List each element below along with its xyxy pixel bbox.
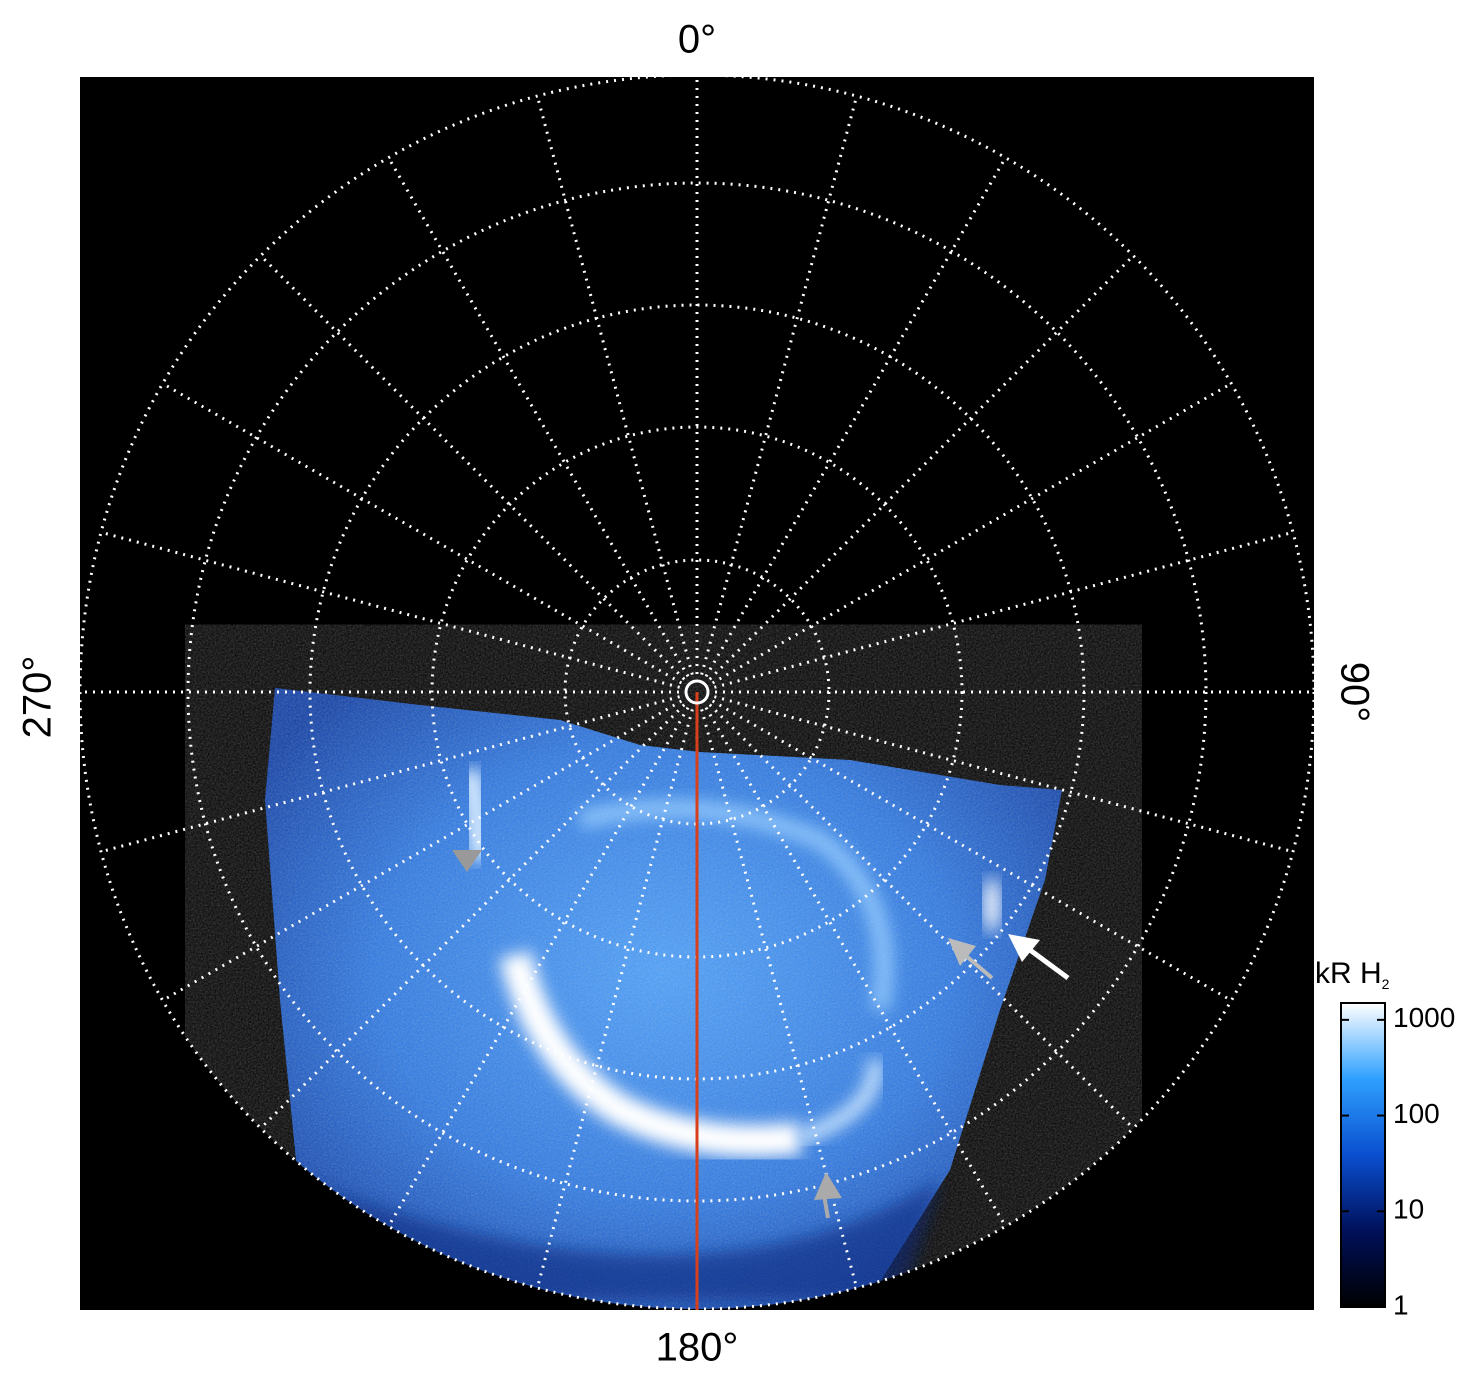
label-top: 0° xyxy=(678,18,716,62)
colorbar-tick-label: 100 xyxy=(1393,1098,1440,1129)
colorbar-tick-label: 10 xyxy=(1393,1194,1424,1225)
aurora-image xyxy=(265,688,1062,1309)
arrow-marker xyxy=(452,850,482,872)
label-bottom: 180° xyxy=(656,1326,739,1370)
grid-ring xyxy=(186,181,1208,1203)
label-left: 270° xyxy=(16,656,60,739)
colorbar-tick-label: 1 xyxy=(1393,1289,1409,1320)
arrow-marker xyxy=(1008,934,1070,981)
colorbar-title: kR H2 xyxy=(1315,957,1390,992)
colorbar xyxy=(1340,1002,1386,1308)
arrow-marker xyxy=(948,938,994,980)
pole-marker xyxy=(684,679,710,705)
colorbar-tick-label: 1000 xyxy=(1393,1002,1455,1033)
label-right: 90° xyxy=(1332,662,1376,723)
arrow-marker xyxy=(814,1172,842,1219)
